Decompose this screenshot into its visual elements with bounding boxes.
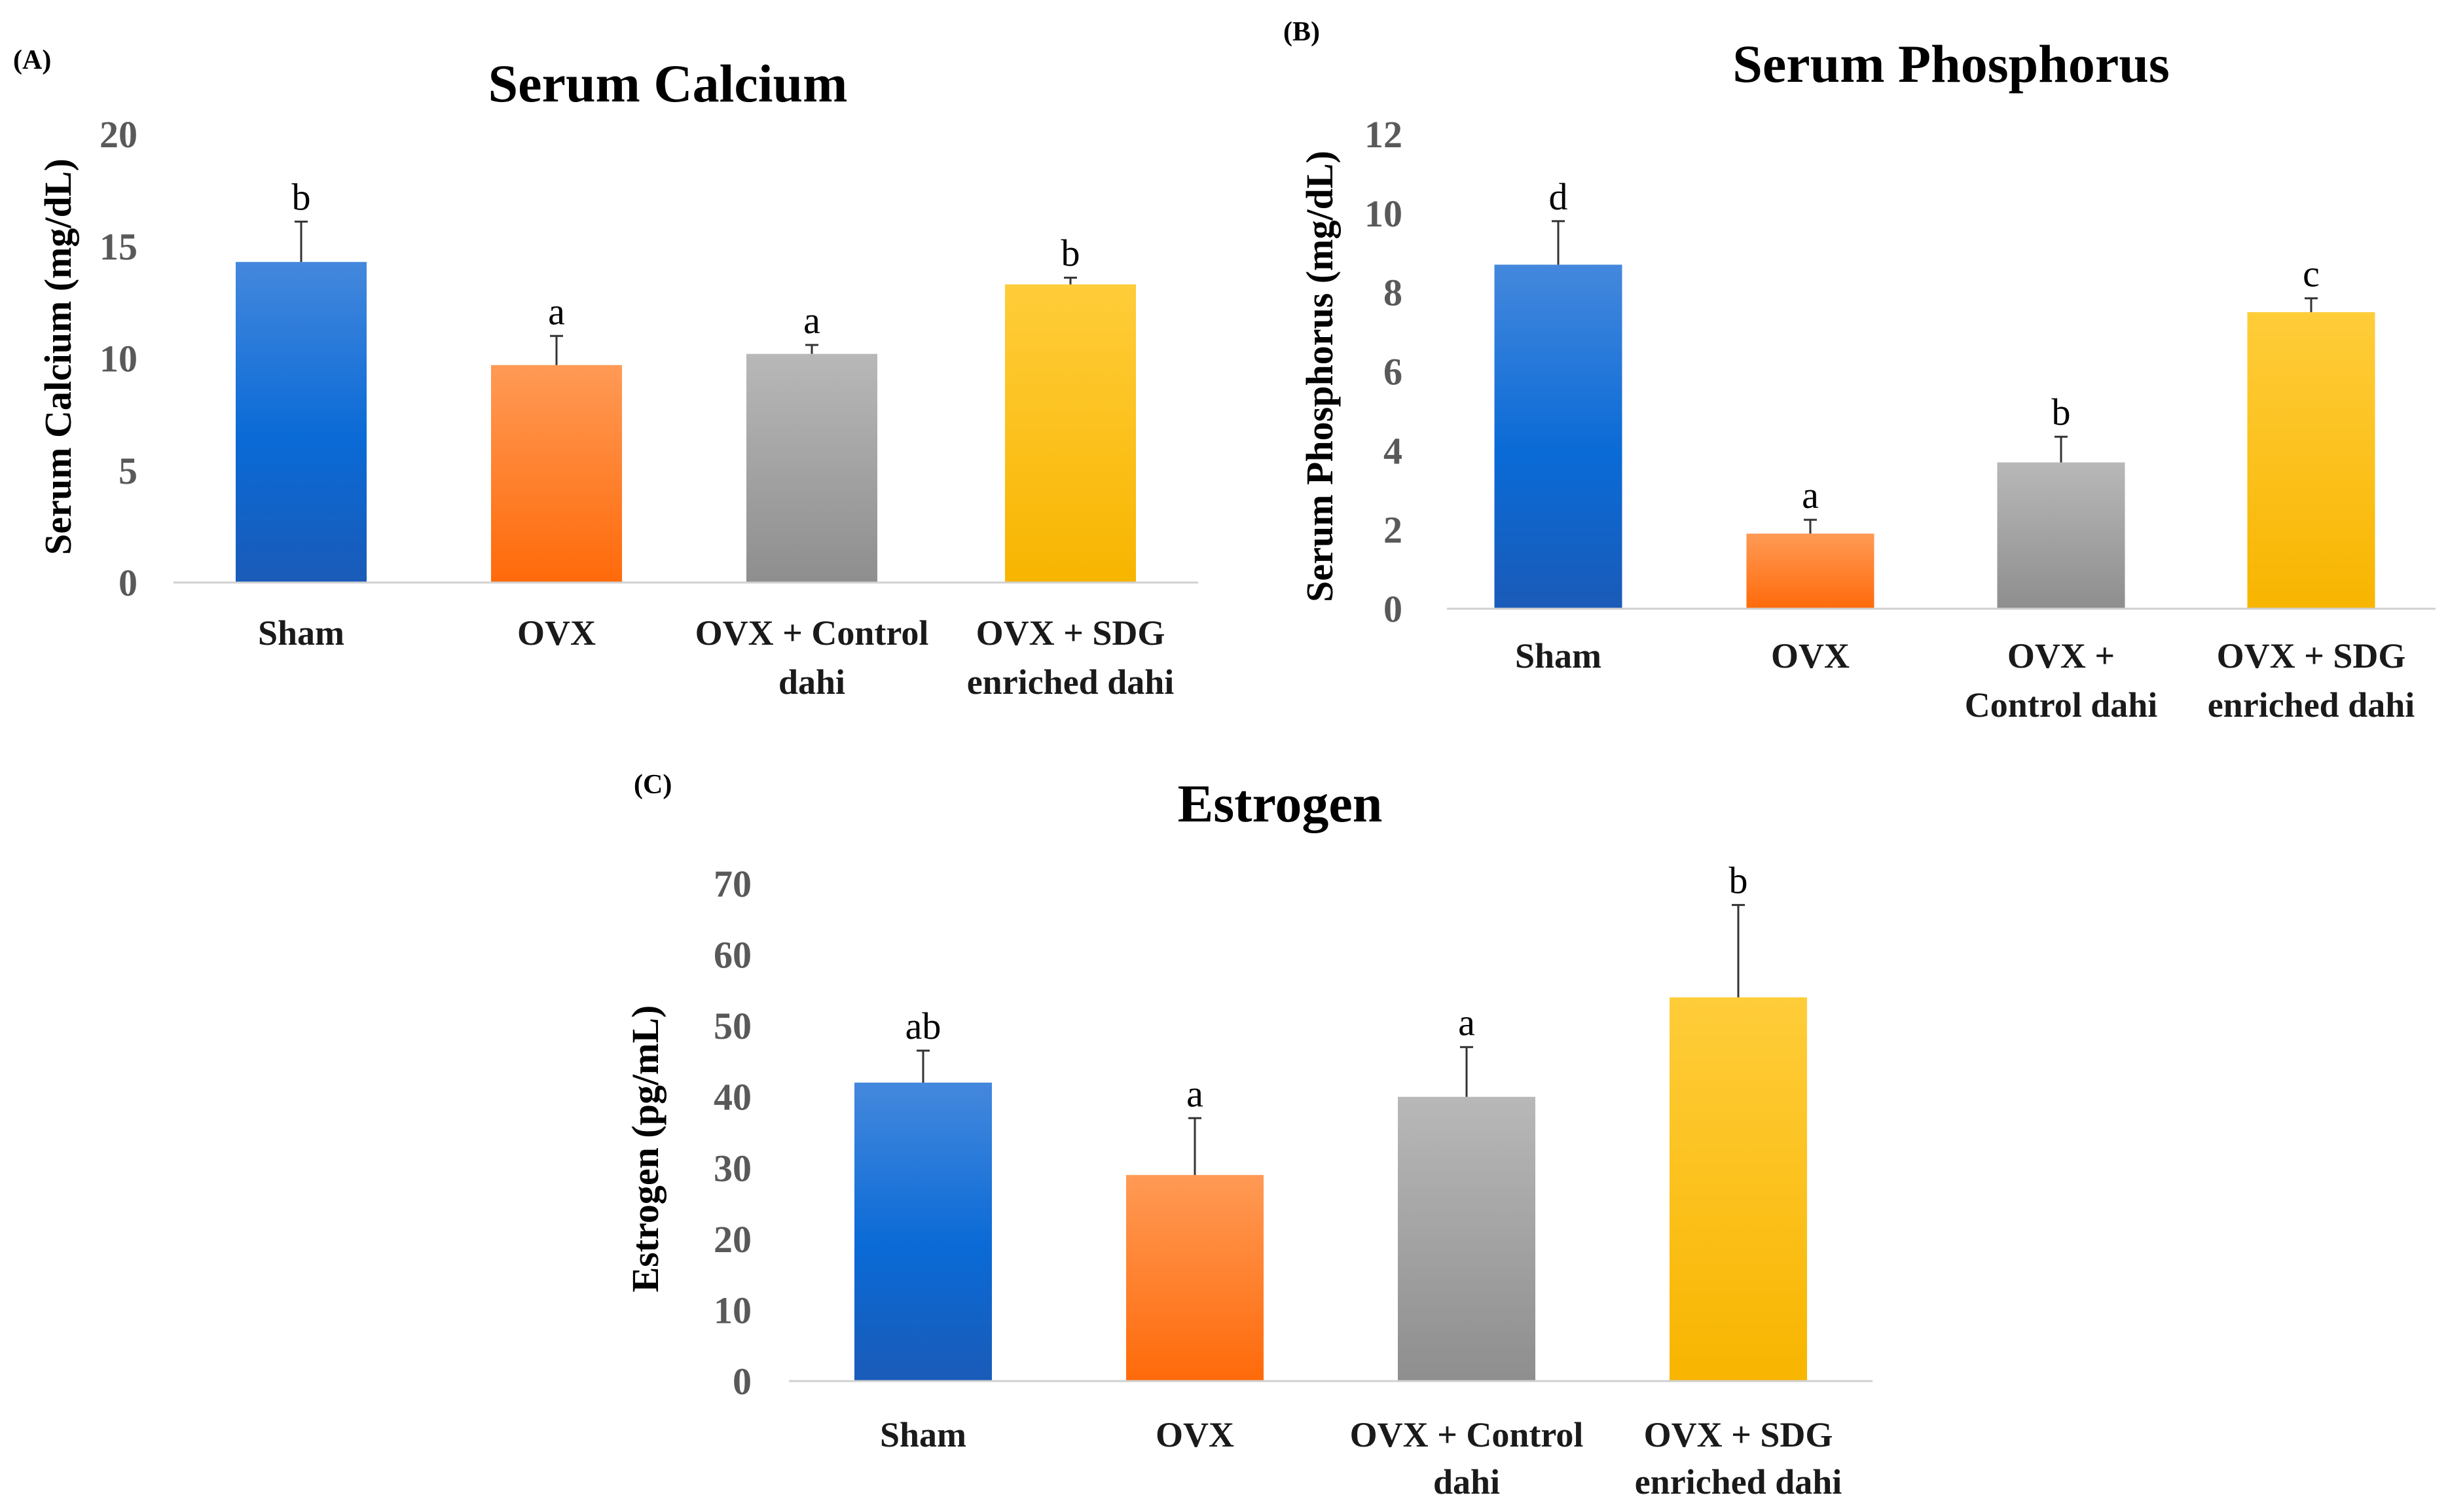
x-tick-label: Sham	[258, 613, 344, 653]
significance-label: b	[2052, 391, 2071, 433]
y-tick-label: 6	[1383, 351, 1402, 393]
plot-area: 0 2 4 6 8 10 12 d Sham a OVX b OVX + Control dahi c OVX…	[1364, 113, 2436, 725]
chart-title: Serum Calcium	[488, 54, 848, 113]
chart-panel-c: (C) Estrogen Estrogen (pg/mL) 0 10 20 30 40 5…	[624, 770, 1873, 1502]
y-tick-label: 4	[1383, 429, 1402, 472]
y-tick-label: 12	[1364, 113, 1402, 156]
chart-title: Estrogen	[1178, 774, 1383, 833]
y-tick-label: 20	[714, 1218, 752, 1261]
y-tick-label: 0	[119, 562, 137, 604]
bar	[854, 1083, 992, 1381]
significance-label: a	[548, 290, 565, 333]
y-tick-label: 5	[119, 450, 137, 492]
x-tick-label: OVX	[517, 613, 596, 653]
x-tick-label: OVX + Control dahi	[1965, 636, 2158, 725]
panel-label: (C)	[634, 770, 672, 800]
significance-label: b	[292, 176, 311, 219]
significance-label: b	[1729, 859, 1748, 902]
panel-label: (A)	[13, 45, 51, 75]
x-tick-label: OVX + SDG enriched dahi	[1635, 1415, 1842, 1502]
y-tick-label: 10	[714, 1289, 752, 1331]
y-axis-label: Serum Phosphorus (mg/dL)	[1298, 151, 1341, 602]
y-tick-label: 8	[1383, 272, 1402, 314]
bar	[2247, 312, 2375, 609]
bar	[1494, 264, 1622, 609]
y-tick-label: 40	[714, 1076, 752, 1119]
significance-label: a	[1802, 474, 1819, 516]
y-tick-label: 2	[1383, 509, 1402, 551]
x-tick-label: Sham	[1515, 636, 1601, 675]
x-tick-label: OVX + SDG enriched dahi	[2208, 636, 2415, 725]
y-tick-label: 15	[100, 225, 137, 268]
significance-label: b	[1061, 232, 1080, 274]
chart-title: Serum Phosphorus	[1732, 34, 2170, 94]
y-axis-label: Serum Calcium (mg/dL)	[37, 158, 79, 555]
bar	[746, 353, 877, 583]
significance-label: a	[803, 299, 820, 342]
significance-label: a	[1186, 1072, 1203, 1115]
y-tick-label: 20	[100, 113, 137, 156]
y-axis-label: Estrogen (pg/mL)	[624, 1005, 667, 1293]
significance-label: ab	[905, 1005, 941, 1047]
plot-area: 0 10 20 30 40 50 60 70 ab Sham a OVX a OVX + Control d…	[714, 859, 1873, 1502]
significance-label: c	[2303, 253, 2320, 295]
chart-panel-a: (A) Serum Calcium Serum Calcium (mg/dL) …	[13, 45, 1198, 702]
bar	[1670, 997, 1807, 1381]
bar	[1126, 1175, 1264, 1381]
significance-label: d	[1549, 175, 1568, 218]
x-tick-label: Sham	[880, 1415, 966, 1454]
y-tick-label: 0	[1383, 588, 1402, 630]
plot-area: 0 5 10 15 20 b Sham a OVX a OVX + Control dahi b OVX …	[100, 113, 1198, 702]
x-tick-label: OVX	[1771, 636, 1850, 675]
y-tick-label: 60	[714, 934, 752, 977]
bar	[1398, 1096, 1535, 1381]
y-tick-label: 30	[714, 1147, 752, 1189]
chart-panel-b: (B) Serum Phosphorus Serum Phosphorus (m…	[1283, 17, 2436, 725]
significance-label: a	[1458, 1001, 1475, 1044]
y-tick-label: 0	[733, 1360, 752, 1403]
x-tick-label: OVX + Control dahi	[1350, 1415, 1584, 1502]
bar	[491, 365, 622, 583]
x-tick-label: OVX + Control dahi	[695, 613, 929, 702]
bar	[236, 262, 367, 583]
x-tick-label: OVX	[1156, 1415, 1234, 1454]
y-tick-label: 50	[714, 1005, 752, 1047]
bar	[1746, 533, 1874, 609]
panel-label: (B)	[1283, 17, 1320, 47]
bar	[1005, 284, 1136, 583]
x-tick-label: OVX + SDG enriched dahi	[967, 613, 1175, 702]
y-tick-label: 10	[1364, 192, 1402, 235]
bar	[1997, 462, 2125, 609]
y-tick-label: 70	[714, 863, 752, 905]
y-tick-label: 10	[100, 338, 137, 380]
